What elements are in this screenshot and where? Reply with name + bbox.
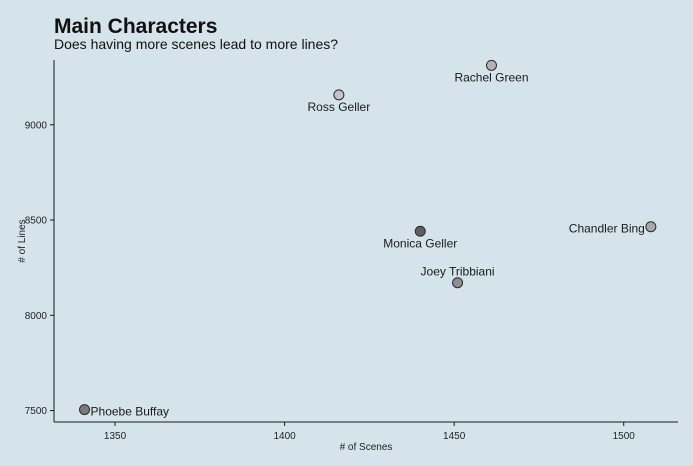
data-point	[645, 221, 657, 233]
x-axis-ticks: 1350 1400 1450 1500	[104, 422, 635, 442]
data-points	[79, 59, 657, 416]
data-label: Chandler Bing	[569, 222, 645, 236]
y-axis-ticks: 7500 8000 8500 9000	[25, 120, 54, 417]
x-axis-title: # of Scenes	[340, 442, 393, 453]
chart-subtitle: Does having more scenes lead to more lin…	[54, 36, 339, 52]
data-label: Joey Tribbiani	[421, 265, 495, 279]
data-labels: Rachel Green Ross Geller Monica Geller Chan…	[91, 70, 645, 418]
y-tick-label: 7500	[25, 406, 48, 417]
x-tick-label: 1350	[104, 431, 127, 442]
data-point	[333, 89, 345, 101]
x-tick-label: 1450	[443, 431, 466, 442]
data-point	[414, 225, 426, 237]
data-point	[79, 404, 91, 416]
y-axis-title: # of Lines	[17, 219, 28, 262]
x-tick-label: 1500	[613, 431, 636, 442]
y-tick-label: 8500	[25, 216, 48, 227]
data-point	[452, 277, 464, 289]
data-label: Ross Geller	[308, 100, 371, 114]
chart-title: Main Characters	[54, 15, 218, 38]
y-tick-label: 9000	[25, 120, 48, 131]
data-label: Rachel Green	[454, 70, 528, 84]
x-tick-label: 1400	[273, 431, 296, 442]
data-label: Monica Geller	[383, 236, 457, 250]
data-point	[485, 59, 497, 71]
y-tick-label: 8000	[25, 311, 48, 322]
data-label: Phoebe Buffay	[91, 405, 170, 419]
